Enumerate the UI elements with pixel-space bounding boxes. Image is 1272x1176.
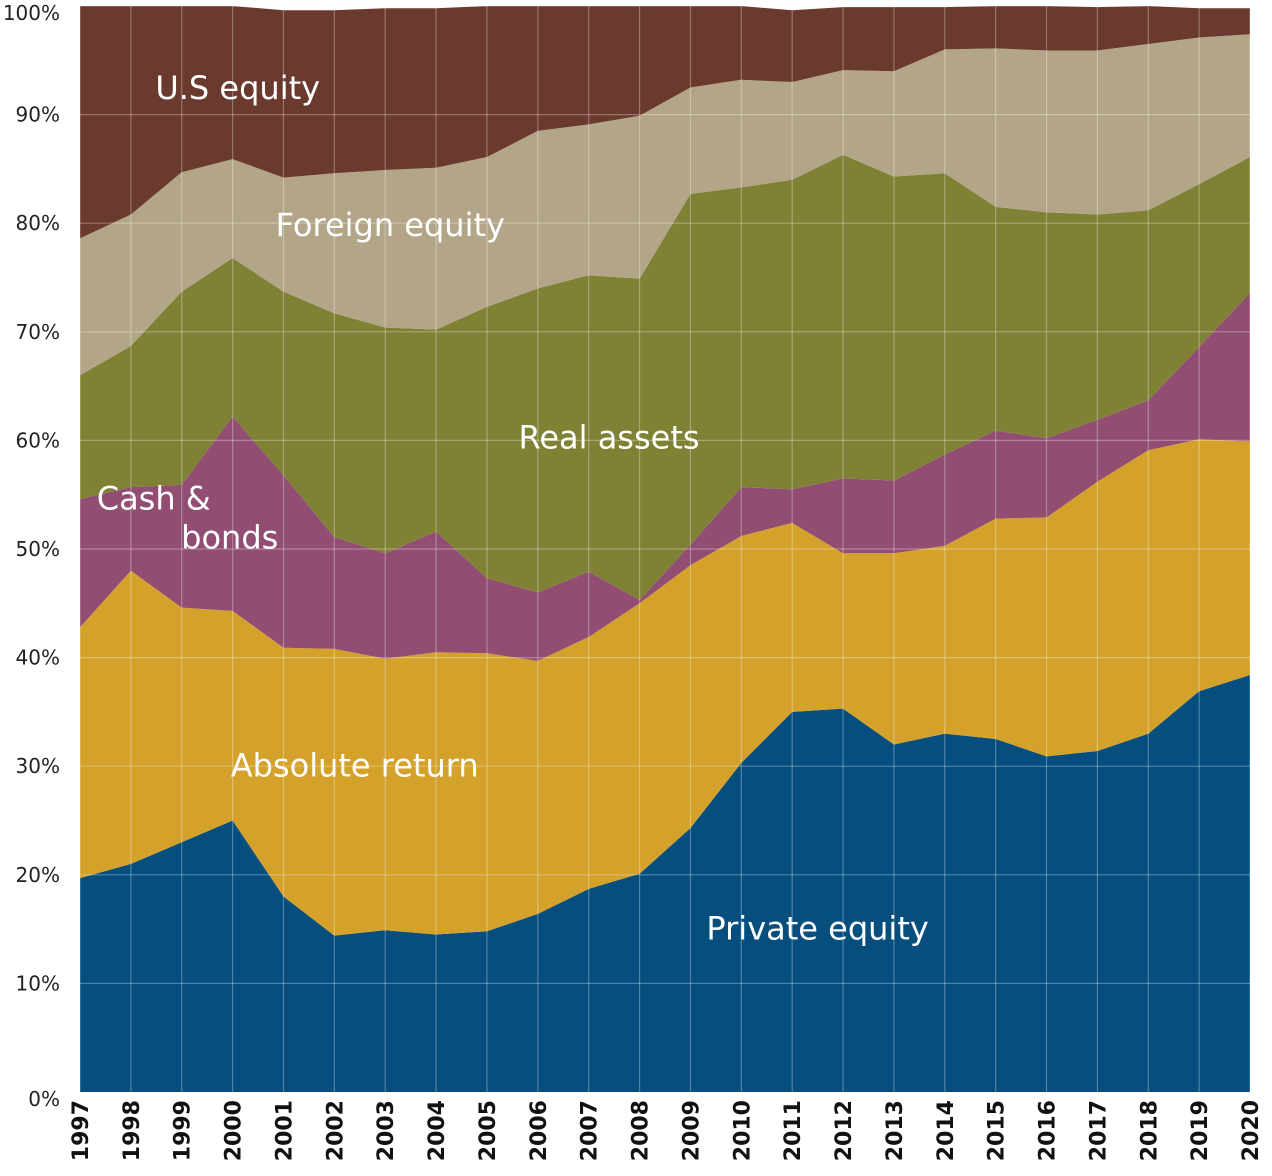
y-tick-label: 10% bbox=[16, 971, 60, 995]
series-label-u-s-equity: U.S equity bbox=[155, 69, 320, 107]
x-tick-label: 2018 bbox=[1137, 1100, 1162, 1161]
x-tick-label: 2004 bbox=[425, 1100, 450, 1161]
area-foreign-equity bbox=[80, 34, 1250, 376]
area-private-equity bbox=[80, 675, 1250, 1092]
y-tick-label: 90% bbox=[16, 103, 60, 127]
x-tick-label: 2009 bbox=[679, 1100, 704, 1161]
x-tick-label: 1999 bbox=[171, 1100, 196, 1161]
y-tick-label: 100% bbox=[3, 1, 60, 25]
x-tick-label: 2002 bbox=[323, 1100, 348, 1161]
x-tick-label: 2019 bbox=[1188, 1100, 1213, 1161]
series-label-foreign-equity: Foreign equity bbox=[276, 206, 505, 244]
series-label-private-equity: Private equity bbox=[706, 909, 928, 947]
x-axis: 1997 1998 1999 2000 2001 2002 2003 2004 2005 2006… bbox=[69, 1100, 1264, 1161]
area-absolute-return bbox=[80, 439, 1250, 936]
x-tick-label: 2003 bbox=[374, 1100, 399, 1161]
x-tick-label: 2010 bbox=[730, 1100, 755, 1161]
y-tick-label: 50% bbox=[16, 537, 60, 561]
y-tick-label: 60% bbox=[16, 428, 60, 452]
x-tick-label: 1997 bbox=[69, 1100, 94, 1161]
y-tick-label: 0% bbox=[28, 1087, 60, 1111]
x-tick-label: 2016 bbox=[1036, 1100, 1061, 1161]
area-u-s-equity bbox=[80, 6, 1250, 239]
x-tick-label: 2014 bbox=[934, 1100, 959, 1161]
x-tick-label: 2012 bbox=[832, 1100, 857, 1161]
x-tick-label: 2005 bbox=[476, 1100, 501, 1161]
x-tick-label: 2007 bbox=[578, 1100, 603, 1161]
x-tick-label: 2015 bbox=[985, 1100, 1010, 1161]
y-tick-label: 70% bbox=[16, 320, 60, 344]
area-cash-bonds bbox=[80, 292, 1250, 661]
y-tick-label: 20% bbox=[16, 863, 60, 887]
x-tick-label: 2017 bbox=[1086, 1100, 1111, 1161]
y-tick-label: 80% bbox=[16, 211, 60, 235]
series-label-cash-bonds: Cash & bonds bbox=[97, 479, 279, 556]
area-real-assets bbox=[80, 154, 1250, 601]
x-tick-label: 2013 bbox=[883, 1100, 908, 1161]
series-label-real-assets: Real assets bbox=[519, 418, 700, 456]
y-tick-label: 40% bbox=[16, 646, 60, 670]
grid-layer bbox=[79, 5, 1251, 1092]
x-tick-label: 2001 bbox=[272, 1100, 297, 1161]
y-axis: 0% 10% 20% 30% 40% 50% 60% 70% 80% 90% 100% bbox=[3, 1, 60, 1111]
x-tick-label: 2020 bbox=[1239, 1100, 1264, 1161]
series-labels: U.S equity Foreign equity Real assets Cash … bbox=[97, 69, 929, 947]
x-tick-label: 2008 bbox=[629, 1100, 654, 1161]
x-tick-label: 2000 bbox=[222, 1100, 247, 1161]
x-tick-label: 1998 bbox=[120, 1100, 145, 1161]
y-tick-label: 30% bbox=[16, 754, 60, 778]
series-label-absolute-return: Absolute return bbox=[231, 746, 479, 784]
x-tick-label: 2006 bbox=[527, 1100, 552, 1161]
area-layer bbox=[80, 6, 1250, 1092]
x-tick-label: 2011 bbox=[781, 1100, 806, 1161]
